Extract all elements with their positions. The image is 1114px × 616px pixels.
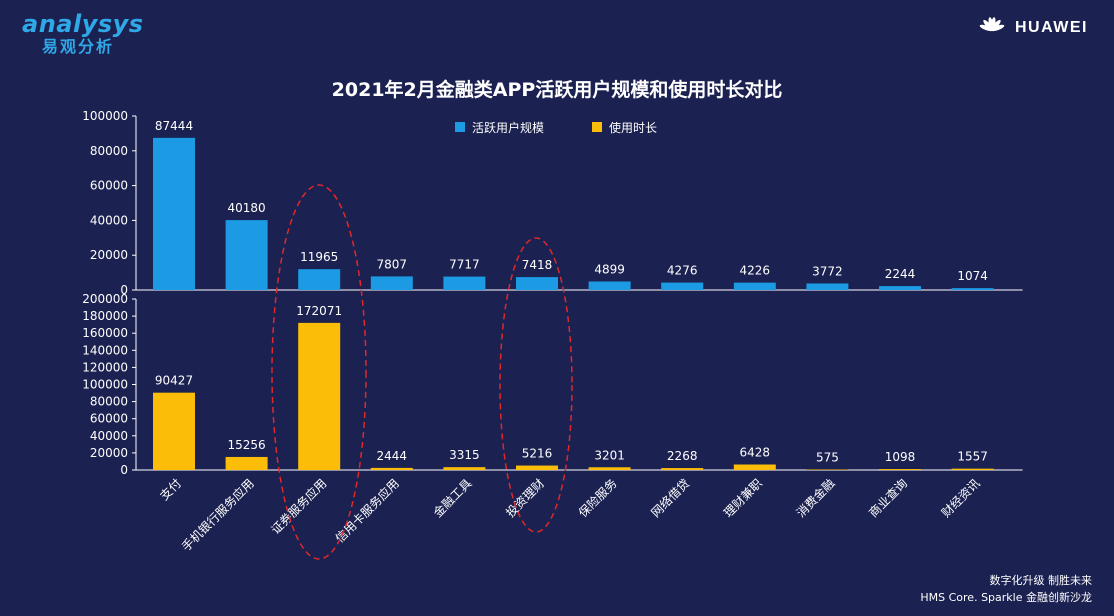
y-tick-label: 140000	[82, 343, 128, 357]
active-users-value-label: 2244	[885, 267, 916, 281]
chart-legend: 活跃用户规模 使用时长	[455, 120, 657, 135]
usage-time-value-label: 2444	[377, 449, 408, 463]
usage-time-value-label: 5216	[522, 447, 553, 461]
active-users-bar	[443, 276, 486, 290]
legend-label-active-users: 活跃用户规模	[472, 120, 544, 135]
usage-time-bars: 90427 15256 172071 2444 3315 5216 3201 2268 6428…	[153, 304, 994, 471]
active-users-bar	[951, 288, 994, 290]
active-users-bar	[879, 286, 921, 290]
y-tick-label: 60000	[90, 412, 128, 426]
active-users-bars: 87444 40180 11965 7807 7717 7418 4899 4276 4226 3…	[153, 119, 994, 290]
usage-time-bar	[516, 465, 558, 470]
active-users-value-label: 7807	[377, 257, 408, 271]
usage-time-value-label: 1557	[957, 450, 988, 464]
active-users-value-label: 7717	[449, 258, 480, 272]
usage-time-value-label: 90427	[155, 374, 193, 388]
active-users-bar	[733, 282, 776, 290]
category-labels: 支付手机银行服务应用 证券服务应用 信用卡服务应用 金融工具 投资理财 保险服务 网络借贷理…	[157, 476, 982, 554]
active-users-bar	[661, 282, 704, 290]
usage-time-value-label: 6428	[740, 446, 771, 460]
active-users-value-label: 4276	[667, 264, 698, 278]
active-users-bar	[153, 137, 195, 290]
y-tick-label: 160000	[82, 326, 128, 340]
y-tick-label: 80000	[90, 395, 128, 409]
y-tick-label: 200000	[82, 292, 128, 306]
y-tick-label: 180000	[82, 309, 128, 323]
bottom-y-axis: 0 20000 40000 60000 80000 100000 120000 140000 1…	[82, 292, 1023, 477]
usage-time-value-label: 575	[816, 451, 839, 465]
x-category-label: 理财兼职	[721, 476, 765, 520]
usage-time-bar	[443, 467, 486, 470]
huawei-logo: HUAWEI	[977, 16, 1088, 40]
y-tick-label: 40000	[90, 429, 128, 443]
usage-time-bar	[661, 468, 704, 470]
huawei-flower-icon	[979, 17, 1005, 32]
analysys-logo-cn: 易观分析	[42, 37, 115, 56]
y-tick-label: 120000	[82, 360, 128, 374]
y-tick-label: 100000	[82, 109, 128, 123]
usage-time-bar	[153, 392, 195, 470]
usage-time-value-label: 172071	[296, 304, 342, 318]
legend-label-usage-time: 使用时长	[609, 120, 657, 135]
usage-time-bar	[806, 469, 849, 471]
top-y-axis: 0 20000 40000 60000 80000 100000	[82, 109, 1023, 297]
x-category-label: 保险服务	[575, 476, 620, 521]
usage-time-value-label: 2268	[667, 449, 698, 463]
usage-time-value-label: 3315	[449, 448, 480, 462]
x-category-label: 商业查询	[866, 476, 911, 521]
huawei-logo-text: HUAWEI	[1015, 19, 1088, 36]
x-category-label: 金融工具	[430, 476, 475, 521]
active-users-value-label: 1074	[957, 269, 988, 283]
footer-line-1: 数字化升级 制胜未来	[989, 574, 1093, 587]
active-users-bar	[370, 276, 413, 290]
x-category-label: 证券服务应用	[268, 476, 330, 538]
x-category-label: 财经资讯	[939, 476, 983, 520]
legend-swatch-usage-time	[592, 122, 602, 132]
usage-time-bar	[879, 469, 921, 470]
y-tick-label: 20000	[90, 446, 128, 460]
active-users-bar	[516, 277, 558, 290]
usage-time-bar	[951, 468, 994, 470]
active-users-bar	[225, 220, 268, 290]
active-users-value-label: 40180	[228, 201, 266, 215]
analysys-logo-text: analysys	[22, 10, 144, 38]
x-category-label: 投资理财	[503, 476, 548, 521]
analysys-logo: analysys 易观分析	[22, 10, 144, 56]
usage-time-bar	[370, 467, 413, 470]
active-users-value-label: 4899	[594, 262, 625, 276]
y-tick-label: 20000	[90, 248, 128, 262]
footer: 数字化升级 制胜未来 HMS Core. Sparkle 金融创新沙龙	[920, 572, 1092, 606]
x-category-label: 网络借贷	[648, 476, 693, 521]
active-users-value-label: 7418	[522, 258, 553, 272]
highlight-ellipse-investment	[499, 237, 573, 533]
x-category-label: 支付	[157, 476, 184, 503]
usage-time-bar	[588, 467, 631, 470]
y-tick-label: 80000	[90, 144, 128, 158]
x-category-label: 消费金融	[793, 476, 838, 521]
active-users-value-label: 3772	[812, 264, 843, 278]
x-category-label: 手机银行服务应用	[178, 476, 256, 554]
usage-time-bar	[298, 322, 341, 470]
usage-time-bar	[733, 464, 776, 470]
active-users-value-label: 4226	[740, 264, 771, 278]
active-users-bar	[806, 283, 849, 290]
active-users-bar	[298, 269, 341, 290]
y-tick-label: 0	[120, 283, 128, 297]
y-tick-label: 60000	[90, 179, 128, 193]
active-users-bar	[588, 281, 631, 290]
footer-line-2: HMS Core. Sparkle 金融创新沙龙	[920, 591, 1092, 604]
usage-time-value-label: 3201	[594, 448, 625, 462]
usage-time-bar	[225, 456, 268, 470]
usage-time-value-label: 1098	[885, 450, 916, 464]
active-users-value-label: 87444	[155, 119, 193, 133]
usage-time-value-label: 15256	[228, 438, 266, 452]
y-tick-label: 0	[120, 463, 128, 477]
y-tick-label: 100000	[82, 378, 128, 392]
chart-title: 2021年2月金融类APP活跃用户规模和使用时长对比	[332, 78, 783, 101]
legend-swatch-active-users	[455, 122, 465, 132]
y-tick-label: 40000	[90, 213, 128, 227]
highlight-ellipse-securities	[271, 184, 367, 560]
active-users-value-label: 11965	[300, 250, 338, 264]
